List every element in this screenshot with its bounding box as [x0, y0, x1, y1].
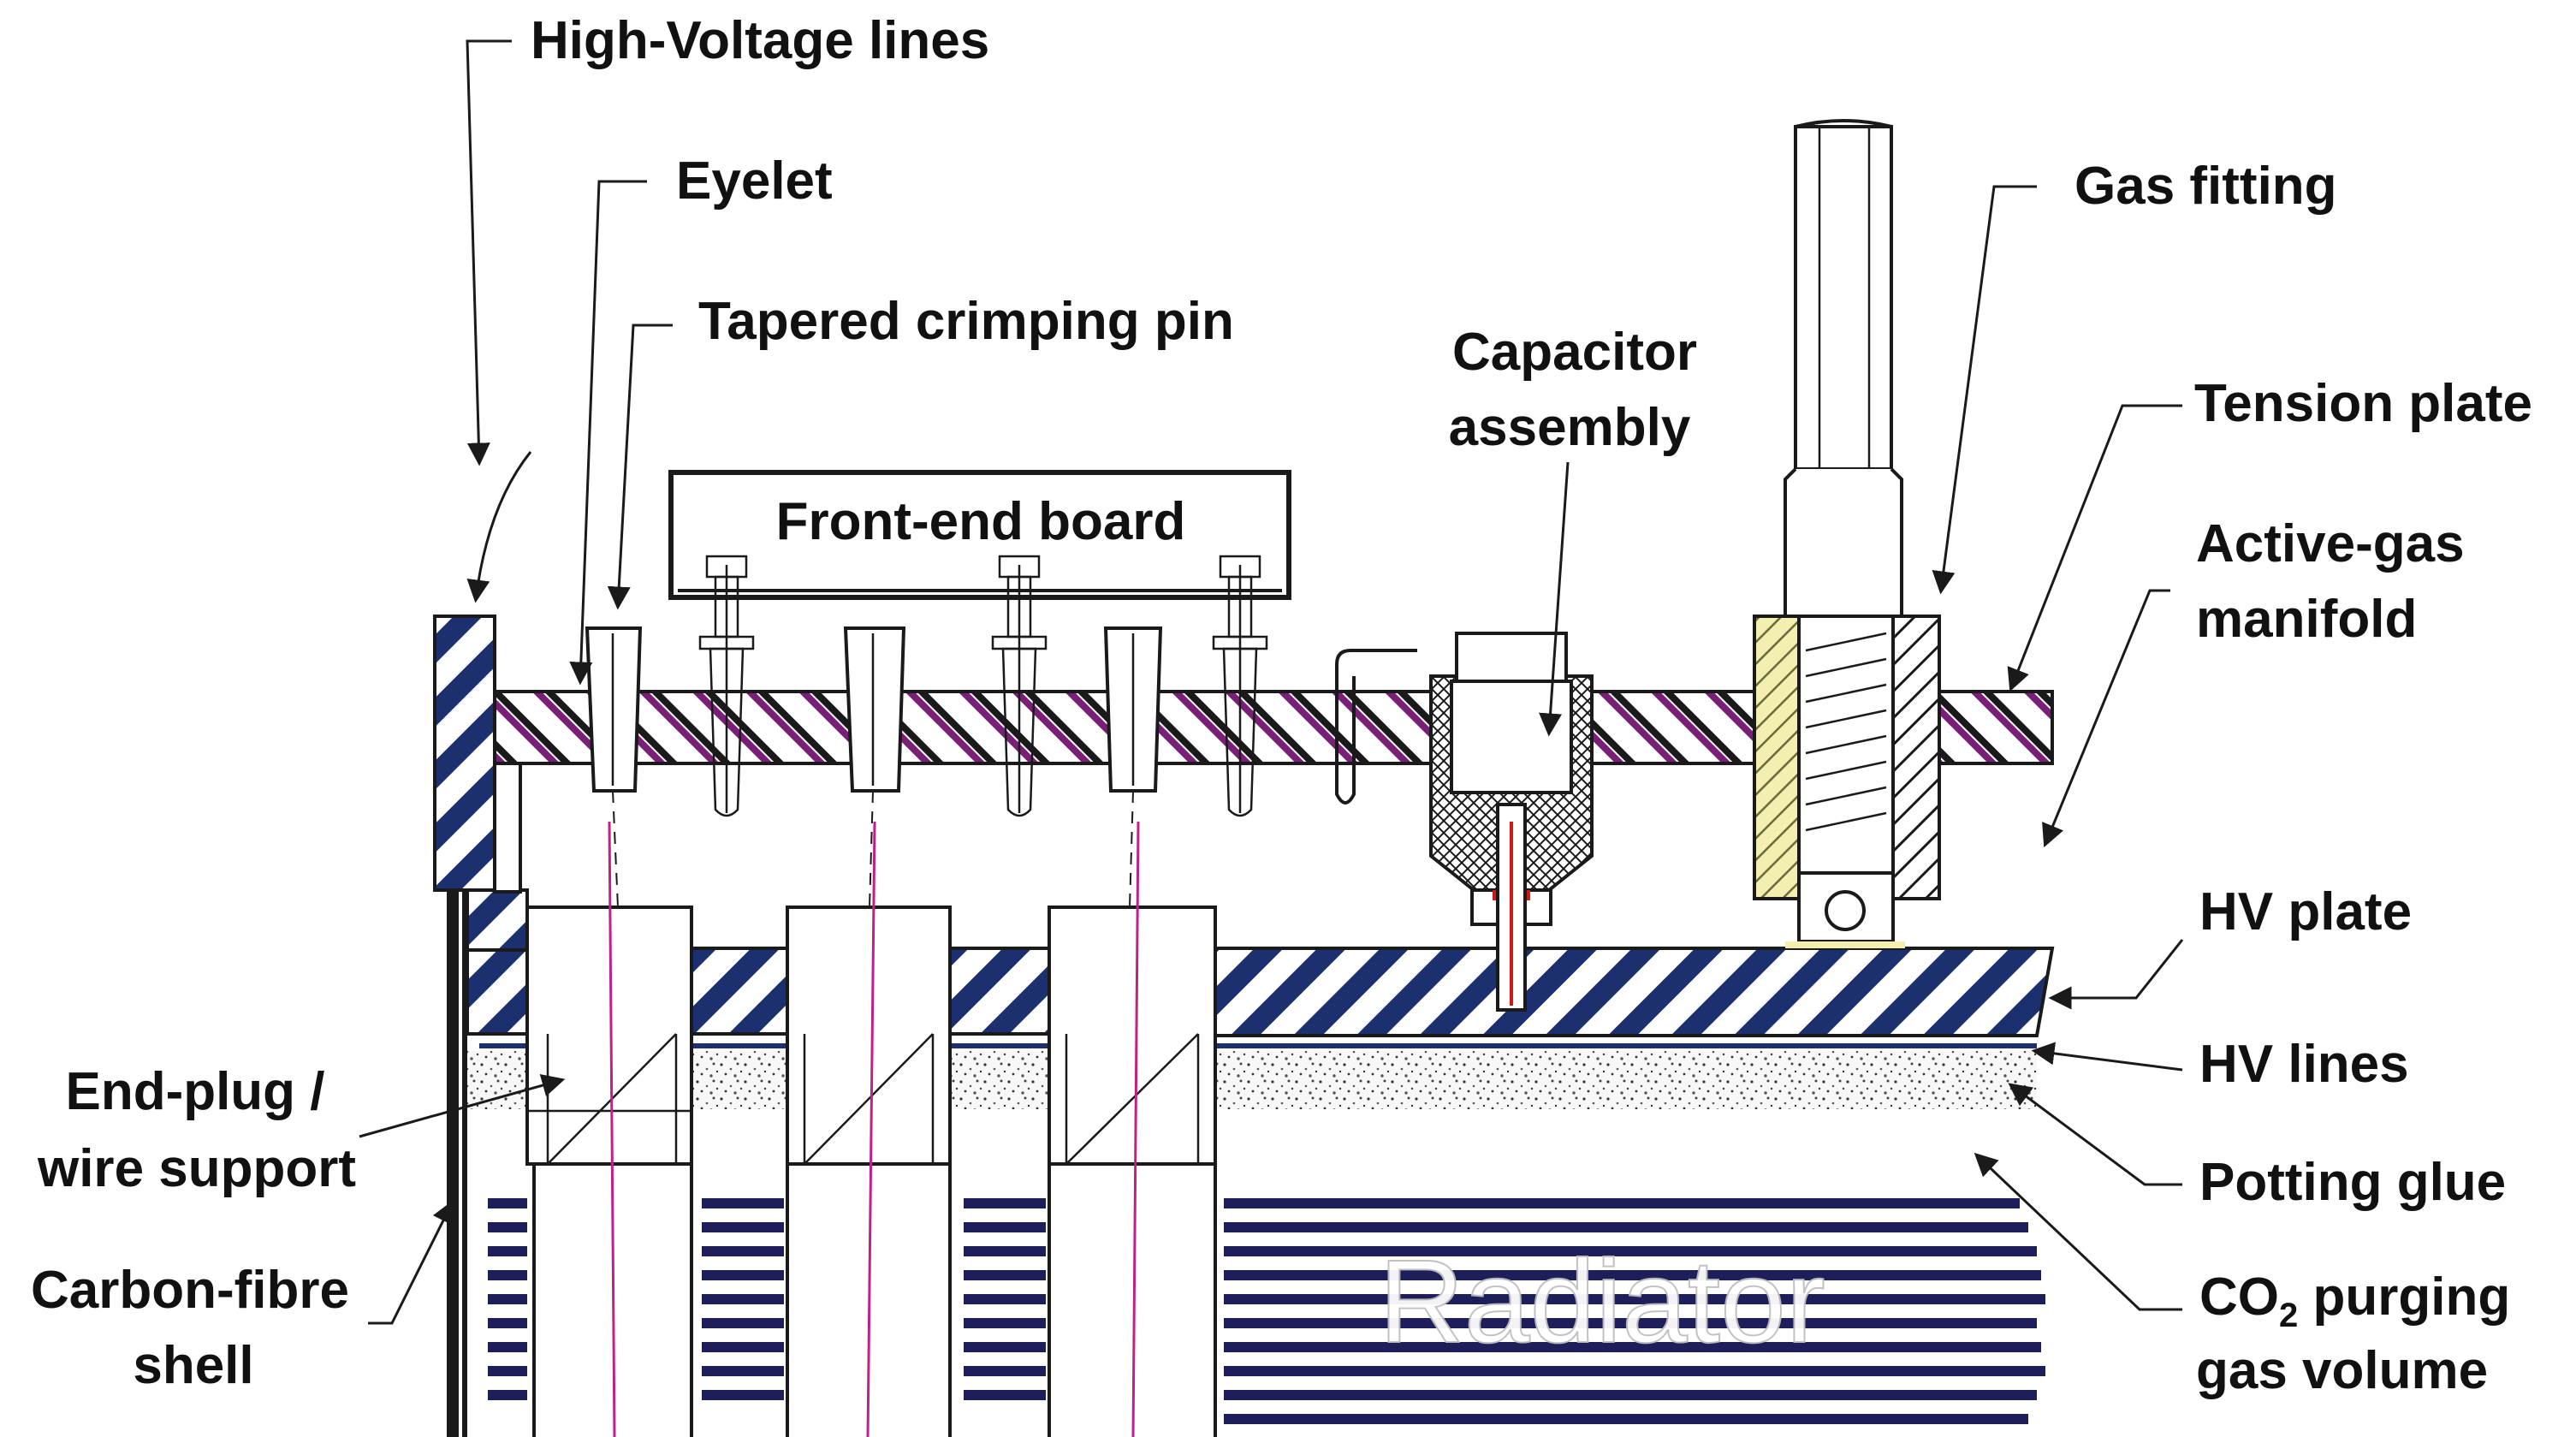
label-tension-plate: Tension plate — [2194, 374, 2532, 433]
gas-fitting — [1753, 119, 1941, 948]
potting-glue-layer — [467, 1051, 2037, 1109]
radiator-label: Radiator — [1379, 1236, 1825, 1368]
pin-3 — [1212, 555, 1268, 817]
label-tapered-crimping-pin: Tapered crimping pin — [698, 292, 1234, 351]
front-end-board-label: Front-end board — [776, 492, 1186, 551]
label-hv-plate: HV plate — [2199, 882, 2412, 941]
co2-suffix: purging — [2298, 1268, 2510, 1327]
pin-1 — [698, 555, 755, 817]
label-carbon-fibre-line2: shell — [133, 1336, 253, 1395]
carbon-fibre-shell — [447, 890, 467, 1437]
eyelets — [585, 626, 1163, 793]
label-active-gas-line2: manifold — [2196, 590, 2417, 649]
anode-wires — [608, 821, 1140, 1437]
label-high-voltage-lines: High-Voltage lines — [531, 11, 989, 70]
label-capacitor-line2: assembly — [1449, 398, 1691, 457]
label-potting-glue: Potting glue — [2199, 1153, 2506, 1212]
radiator-stack-3 — [964, 1198, 1046, 1400]
label-hv-lines: HV lines — [2199, 1035, 2409, 1094]
crimping-pins — [698, 555, 1268, 817]
label-co2-line2: gas volume — [2196, 1341, 2488, 1400]
labels: High-Voltage lines Eyelet Tapered crimpi… — [31, 11, 2532, 1400]
leader-lines — [359, 39, 2184, 1325]
radiator-stack-main — [1224, 1198, 2045, 1424]
hv-plate-side-block — [433, 615, 496, 892]
label-end-plug-line1: End-plug / — [65, 1062, 324, 1121]
label-co2-purging: CO2 purging — [2199, 1268, 2510, 1334]
label-capacitor-line1: Capacitor — [1452, 323, 1697, 382]
label-gas-fitting: Gas fitting — [2074, 157, 2337, 216]
end-plug-straws — [525, 906, 1217, 1437]
front-end-board: Front-end board — [668, 470, 1291, 600]
co2-subscript: 2 — [2279, 1297, 2298, 1334]
co2-prefix: CO — [2199, 1268, 2279, 1327]
pin-2 — [991, 555, 1048, 817]
label-carbon-fibre-line1: Carbon-fibre — [31, 1261, 349, 1320]
label-end-plug-line2: wire support — [37, 1139, 356, 1198]
radiator-stack-1 — [488, 1198, 527, 1400]
label-eyelet: Eyelet — [676, 151, 833, 211]
radiator-stack-2 — [702, 1198, 784, 1400]
radiator: Radiator — [488, 1198, 2045, 1424]
label-active-gas-line1: Active-gas — [2196, 514, 2465, 573]
